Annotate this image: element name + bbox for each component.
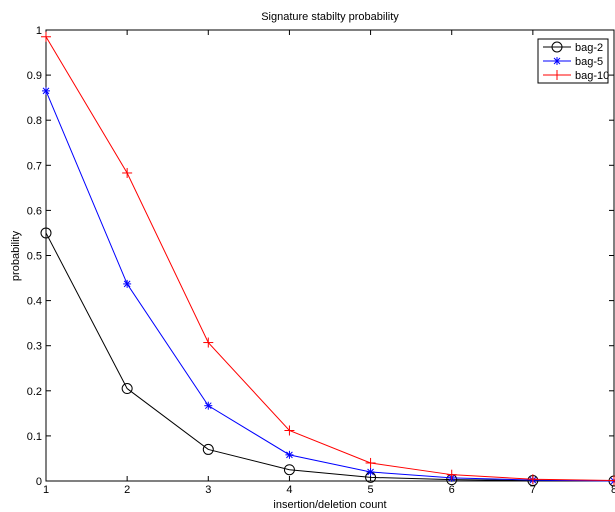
y-tick-label: 0	[36, 476, 42, 488]
series-bag-10	[41, 31, 615, 486]
y-tick-label: 0.8	[27, 115, 42, 127]
series-layer	[40, 31, 615, 487]
y-tick-label: 0.1	[27, 431, 42, 443]
legend-label: bag-2	[575, 42, 603, 54]
legend-item-bag-5: bag-5	[543, 56, 603, 68]
legend-marker	[553, 57, 561, 65]
chart-title: Signature stabilty probability	[261, 11, 399, 23]
data-point	[204, 401, 213, 410]
x-tick-label: 5	[368, 484, 374, 496]
data-point	[527, 474, 538, 485]
legend-label: bag-5	[575, 56, 603, 68]
y-axis-label: probability	[10, 230, 22, 281]
y-tick-label: 0.4	[27, 296, 42, 308]
x-tick-label: 4	[286, 484, 292, 496]
data-point	[123, 279, 132, 288]
x-tick-label: 7	[530, 484, 536, 496]
x-tick-label: 3	[205, 484, 211, 496]
data-point	[366, 467, 375, 476]
data-point	[202, 443, 214, 455]
plot-area	[45, 29, 615, 482]
data-point	[122, 167, 133, 178]
y-tick-label: 0.5	[27, 251, 42, 263]
x-tick-label: 8	[611, 484, 615, 496]
data-point	[42, 86, 50, 95]
y-tick-label: 0.7	[27, 160, 42, 172]
x-tick-label: 1	[43, 484, 49, 496]
legend-marker	[552, 70, 562, 80]
x-tick-label: 2	[124, 484, 130, 496]
y-tick-label: 0.9	[27, 70, 42, 82]
data-point	[284, 425, 295, 436]
y-tick-label: 1	[36, 25, 42, 37]
series-line	[45, 36, 615, 482]
legend: bag-2 bag-5 bag-10	[537, 38, 609, 84]
y-tick-label: 0.6	[27, 205, 42, 217]
data-point	[446, 469, 457, 480]
series-line	[45, 232, 615, 482]
data-point	[203, 337, 214, 348]
data-point	[121, 383, 133, 395]
data-point	[609, 475, 615, 486]
data-point	[40, 227, 52, 239]
legend-label: bag-10	[575, 70, 609, 82]
series-bag-5	[42, 86, 615, 485]
data-point	[41, 31, 51, 42]
data-point	[283, 464, 295, 476]
x-tick-label: 6	[449, 484, 455, 496]
legend-item-bag-10: bag-10	[543, 70, 609, 82]
legend-marker	[551, 41, 563, 53]
y-tick-label: 0.2	[27, 386, 42, 398]
y-ticks: 0 0.1 0.2 0.3 0.4 0.5 0.6 0.7 0.8 0.9 1	[27, 25, 614, 488]
x-axis-label: insertion/deletion count	[273, 499, 386, 511]
series-line	[45, 90, 615, 482]
legend-item-bag-2: bag-2	[543, 41, 603, 54]
y-tick-label: 0.3	[27, 341, 42, 353]
data-point	[285, 450, 294, 459]
data-point	[365, 457, 376, 468]
